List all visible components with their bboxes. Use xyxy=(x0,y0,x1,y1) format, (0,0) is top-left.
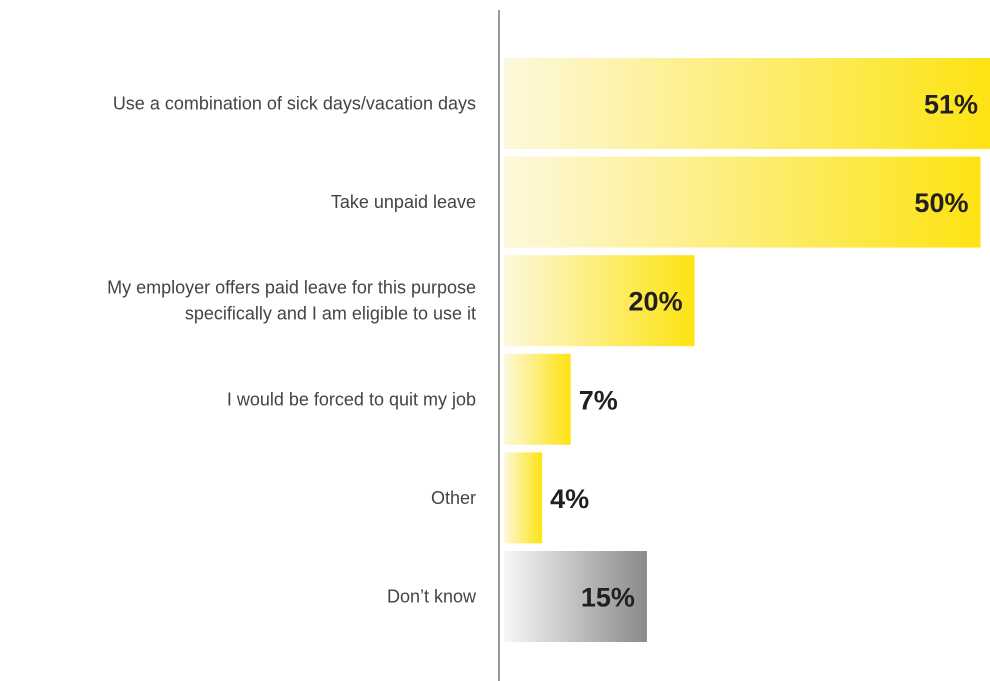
value-label: 15% xyxy=(581,583,635,613)
category-label: Other xyxy=(431,488,476,508)
bar xyxy=(504,156,981,248)
bar xyxy=(504,58,990,149)
category-label: Don’t know xyxy=(387,587,477,607)
bar xyxy=(504,551,647,642)
category-label: I would be forced to quit my job xyxy=(227,389,476,409)
value-label: 20% xyxy=(629,287,683,317)
bar xyxy=(504,353,571,445)
value-label: 4% xyxy=(550,484,589,514)
bar xyxy=(504,255,695,347)
value-label: 51% xyxy=(924,90,978,120)
value-label: 50% xyxy=(914,188,968,218)
category-label: Take unpaid leave xyxy=(331,192,476,212)
bar xyxy=(504,452,543,544)
value-label: 7% xyxy=(579,385,618,415)
category-label: My employer offers paid leave for this p… xyxy=(107,278,476,324)
category-label: Use a combination of sick days/vacation … xyxy=(113,94,476,114)
